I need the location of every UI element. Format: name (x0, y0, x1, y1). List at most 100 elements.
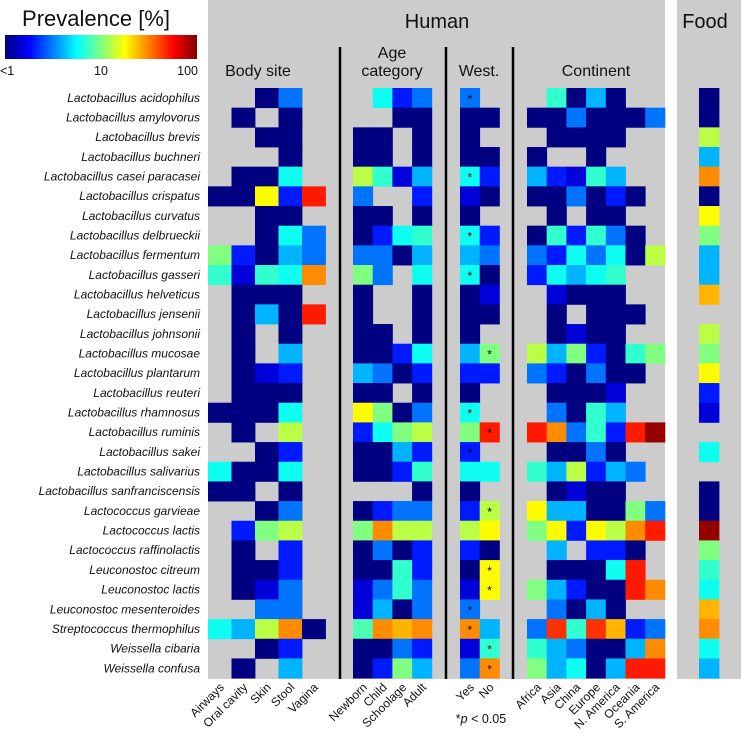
heatmap-cell (586, 304, 607, 325)
heatmap-cell (479, 422, 500, 443)
heatmap-cell (645, 422, 666, 443)
heatmap-cell (412, 560, 433, 581)
heatmap-cell (353, 127, 374, 148)
heatmap-cell (372, 422, 393, 443)
heatmap-cell (372, 540, 393, 561)
heatmap-cell (546, 363, 567, 384)
heatmap-cell (586, 442, 607, 463)
heatmap-cell (353, 520, 374, 541)
heatmap-cell (546, 265, 567, 286)
heatmap-cell (479, 520, 500, 541)
heatmap-cell (479, 147, 500, 168)
heatmap-cell (392, 540, 413, 561)
row-label: Lactobacillus delbrueckii (70, 229, 200, 243)
heatmap-cell (278, 402, 303, 423)
significance-star: * (487, 584, 492, 598)
row-label: Lactobacillus mucosae (79, 347, 201, 361)
heatmap-cell (605, 107, 626, 128)
heatmap-cell (645, 520, 666, 541)
heatmap-cell (412, 343, 433, 364)
heatmap-cell (412, 324, 433, 345)
heatmap-cell (586, 206, 607, 227)
significance-star: * (468, 230, 473, 244)
row-label: Lactobacillus reuteri (93, 386, 200, 400)
heatmap-cell (278, 638, 303, 659)
heatmap-cell (372, 638, 393, 659)
heatmap-cell (392, 245, 413, 266)
heatmap-cell (255, 88, 279, 109)
heatmap-cell (605, 501, 626, 522)
heatmap-cell (546, 284, 567, 305)
heatmap-cell (231, 383, 256, 404)
heatmap-cell (392, 442, 413, 463)
heatmap-cell (278, 166, 303, 187)
row-label: Lactobacillus sakei (99, 445, 200, 459)
heatmap-cell (460, 481, 481, 502)
heatmap-cell (546, 442, 567, 463)
heatmap-cell (353, 422, 374, 443)
heatmap-cell (625, 619, 646, 640)
heatmap-cell (302, 265, 326, 286)
heatmap-cell (546, 304, 567, 325)
heatmap-cell (605, 560, 626, 581)
heatmap-cell (699, 579, 720, 600)
heatmap-cell (460, 638, 481, 659)
heatmap-cell (586, 324, 607, 345)
heatmap-cell (231, 284, 256, 305)
column-label: Adult (400, 680, 430, 710)
row-label: Leuconostoc lactis (101, 583, 200, 597)
heatmap-cell (208, 265, 232, 286)
heatmap-cell (302, 225, 326, 246)
heatmap-cell (546, 206, 567, 227)
heatmap-cell (392, 579, 413, 600)
heatmap-cell (566, 579, 587, 600)
heatmap-cell (699, 206, 720, 227)
significance-star: * (468, 92, 473, 106)
heatmap-cell (460, 540, 481, 561)
heatmap-cell (392, 422, 413, 443)
heatmap-cell (546, 383, 567, 404)
row-label: Lactobacillus salivarius (77, 465, 200, 479)
heatmap-cell (353, 638, 374, 659)
heatmap-cell (566, 599, 587, 620)
row-label: Lactobacillus gasseri (89, 268, 201, 282)
heatmap-cell (255, 127, 279, 148)
heatmap-cell (278, 383, 303, 404)
heatmap-cell (479, 245, 500, 266)
heatmap-cell (566, 560, 587, 581)
heatmap-cell (460, 560, 481, 581)
heatmap-cell (353, 166, 374, 187)
group-title-age-line1: Age (378, 45, 407, 62)
significance-star: * (487, 505, 492, 519)
heatmap-cell (566, 442, 587, 463)
heatmap-cell (412, 206, 433, 227)
heatmap-cell (302, 304, 326, 325)
heatmap-cell (372, 206, 393, 227)
heatmap-cell (255, 520, 279, 541)
row-label: Lactococcus garvieae (84, 504, 200, 518)
heatmap-cell (372, 658, 393, 679)
heatmap-cell (546, 88, 567, 109)
heatmap-cell (605, 284, 626, 305)
heatmap-cell (566, 284, 587, 305)
heatmap-cell (460, 422, 481, 443)
heatmap-cell (208, 186, 232, 207)
heatmap-cell (460, 579, 481, 600)
heatmap-cell (605, 127, 626, 148)
heatmap-cell (460, 501, 481, 522)
heatmap-cell (625, 304, 646, 325)
heatmap-cell (546, 127, 567, 148)
heatmap-cell (392, 225, 413, 246)
heatmap-cell (546, 186, 567, 207)
group-title-body-site: Body site (225, 63, 291, 80)
heatmap-cell (460, 107, 481, 128)
heatmap-cell (566, 225, 587, 246)
heatmap-cell (392, 560, 413, 581)
heatmap-cell (278, 579, 303, 600)
heatmap-cell (372, 501, 393, 522)
heatmap-cell (255, 304, 279, 325)
heatmap-cell (566, 402, 587, 423)
heatmap-cell (278, 363, 303, 384)
heatmap-cell (527, 461, 548, 482)
heatmap-cell (392, 107, 413, 128)
